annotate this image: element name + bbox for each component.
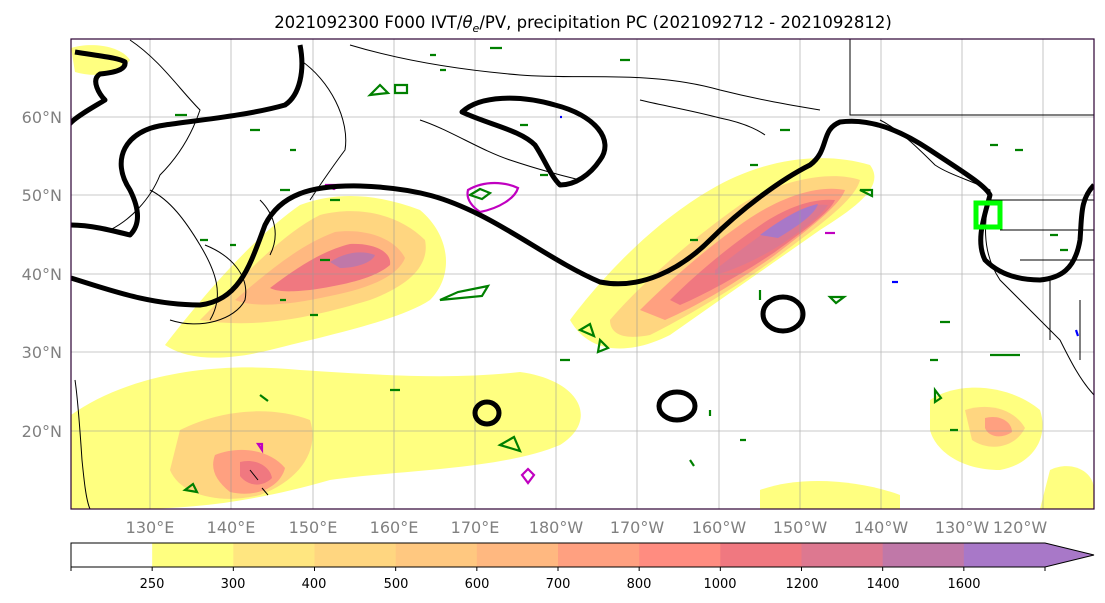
lat-label: 30°N [22,343,62,362]
lon-label: 120°W [993,518,1048,537]
colorbar-segment [152,543,234,567]
colorbar-segment [476,543,559,567]
longitude-labels: 130°E 140°E 150°E 160°E 170°E 180°W 170°… [126,518,1048,537]
lat-label: 50°N [22,186,62,205]
colorbar-segment [801,543,884,567]
colorbar-segment [639,543,721,567]
colorbar-segment [233,543,315,567]
lon-label: 160°E [370,518,419,537]
colorbar-tick-label: 1400 [866,577,899,592]
ivt-contours [71,44,1094,427]
colorbar-tick-label: 700 [546,577,571,592]
lat-label: 60°N [22,108,62,127]
colorbar: 250 300 400 500 600 700 800 1000 1200 14… [70,542,1095,592]
colorbar-segment [882,543,965,567]
map-frame [70,38,1095,510]
lon-label: 140°W [854,518,909,537]
colorbar-tick-label: 400 [302,577,327,592]
colorbar-segment [558,543,640,567]
lat-label: 40°N [22,265,62,284]
lon-label: 150°E [289,518,338,537]
lon-label: 170°E [451,518,500,537]
precipitation-shading [71,45,1094,509]
colorbar-tick-label: 1600 [947,577,980,592]
colorbar-tick-label: 300 [221,577,246,592]
colorbar-tick-label: 1200 [785,577,818,592]
coastlines [74,39,1094,509]
lon-label: 130°E [126,518,175,537]
latitude-labels: 20°N 30°N 40°N 50°N 60°N [22,108,62,441]
colorbar-tick-label: 600 [465,577,490,592]
highlight-box [973,200,1003,230]
colorbar-tick-label: 1000 [703,577,736,592]
colorbar-segments [71,543,1046,567]
lon-label: 150°W [773,518,828,537]
lon-label: 170°W [610,518,665,537]
map-panel [71,39,1094,509]
colorbar-segment [963,543,1046,567]
colorbar-tick-labels: 250 300 400 500 600 700 800 1000 1200 14… [140,577,981,592]
colorbar-tick-label: 800 [627,577,652,592]
lat-label: 20°N [22,422,62,441]
colorbar-tick-label: 500 [384,577,409,592]
colorbar-extend-arrow [1045,543,1094,567]
colorbar-segment [720,543,802,567]
lon-label: 140°E [207,518,256,537]
colorbar-tick-label: 250 [140,577,165,592]
colorbar-ticks [70,567,1046,571]
lon-label: 130°W [935,518,990,537]
lon-label: 180°W [529,518,584,537]
figure-title: 2021092300 F000 IVT/θe/PV, precipitation… [274,13,892,35]
theta-e-contours [175,46,1068,494]
colorbar-segment [395,543,478,567]
colorbar-outline [70,542,1095,568]
lon-label: 160°W [692,518,747,537]
colorbar-segment [71,543,153,567]
colorbar-segment [314,543,397,567]
